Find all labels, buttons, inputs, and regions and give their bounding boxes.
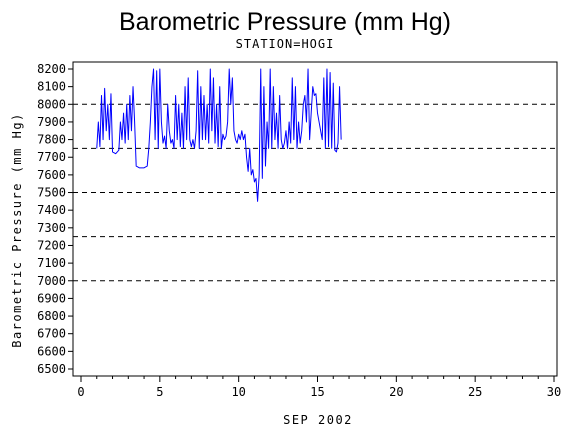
y-tick-label: 6900: [37, 291, 66, 305]
y-tick-label: 6500: [37, 362, 66, 376]
x-tick-label: 0: [77, 385, 84, 399]
y-tick-label: 7000: [37, 274, 66, 288]
y-tick-label: 7700: [37, 150, 66, 164]
x-tick-label: 5: [156, 385, 163, 399]
y-tick-label: 7200: [37, 238, 66, 252]
y-tick-label: 7600: [37, 168, 66, 182]
plot-frame: [72, 61, 558, 377]
x-tick-label: 25: [468, 385, 482, 399]
y-tick-label: 6600: [37, 344, 66, 358]
y-axis-label: Barometric Pressure (mm Hg): [10, 112, 24, 348]
chart-title: Barometric Pressure (mm Hg): [119, 8, 451, 36]
x-tick-label: 15: [310, 385, 324, 399]
x-tick-label: 20: [389, 385, 403, 399]
y-tick-label: 6800: [37, 309, 66, 323]
y-tick-label: 8000: [37, 97, 66, 111]
series-line-0: [96, 68, 342, 202]
chart-subtitle: STATION=HOGI: [236, 37, 335, 51]
y-tick-label: 7900: [37, 115, 66, 129]
x-axis: 0 5 10 15 20 25 30: [77, 376, 561, 399]
y-tick-label: 6700: [37, 327, 66, 341]
y-axis: 6500 6600 6700 6800 6900 7000 7100 7200 7300 7400…: [37, 62, 73, 376]
y-tick-label: 8200: [37, 62, 66, 76]
y-tick-label: 7800: [37, 133, 66, 147]
y-tick-label: 7400: [37, 203, 66, 217]
y-tick-label: 7100: [37, 256, 66, 270]
reference-lines: [73, 103, 557, 282]
x-tick-label: 10: [231, 385, 245, 399]
y-tick-label: 7300: [37, 221, 66, 235]
y-tick-label: 8100: [37, 80, 66, 94]
x-axis-label: SEP 2002: [283, 413, 353, 427]
data-line-layer: [96, 68, 342, 202]
y-tick-label: 7500: [37, 186, 66, 200]
x-tick-label: 30: [547, 385, 561, 399]
